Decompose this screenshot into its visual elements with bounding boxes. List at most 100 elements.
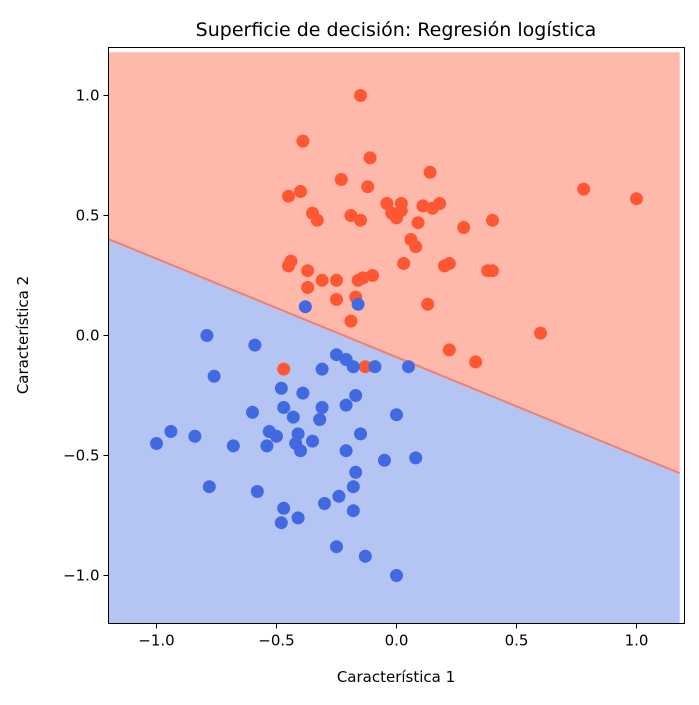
point-class-1: [423, 165, 437, 179]
point-class-0: [202, 480, 216, 494]
region-class-1: [108, 52, 680, 474]
point-class-0: [277, 501, 291, 515]
point-class-1: [296, 134, 310, 148]
point-class-0: [354, 427, 367, 441]
region-class-0: [108, 239, 680, 624]
point-class-0: [349, 389, 363, 402]
point-class-1: [411, 216, 425, 230]
point-class-1: [301, 281, 315, 294]
point-class-1: [282, 259, 295, 273]
y-tick-label: 0.0: [76, 327, 100, 345]
decision-boundary-line: [108, 238, 681, 475]
point-class-1: [334, 173, 348, 186]
point-class-0: [270, 429, 283, 443]
x-tick-label: 1.0: [625, 632, 649, 650]
point-class-1: [409, 240, 423, 254]
point-class-1: [380, 197, 394, 210]
point-class-1: [363, 151, 377, 165]
point-class-0: [358, 549, 372, 563]
y-tick-label: −0.5: [63, 447, 99, 465]
point-class-1: [361, 180, 375, 194]
point-class-0: [349, 465, 363, 479]
point-class-0: [250, 485, 264, 498]
point-class-1: [534, 326, 547, 340]
point-class-1: [344, 314, 358, 328]
point-class-1: [421, 297, 435, 311]
point-class-0: [339, 398, 353, 412]
point-class-0: [200, 329, 214, 342]
point-class-0: [346, 504, 360, 518]
point-class-0: [286, 410, 300, 424]
point-class-0: [306, 434, 319, 448]
point-class-0: [368, 360, 382, 374]
point-class-0: [402, 360, 415, 374]
point-class-0: [351, 297, 365, 311]
point-class-0: [330, 540, 343, 554]
x-axis: −1.0 −0.5 0.0 0.5 1.0: [138, 623, 649, 650]
point-class-1: [351, 273, 365, 287]
point-class-1: [630, 192, 643, 206]
point-class-1: [330, 273, 343, 287]
point-class-0: [298, 300, 312, 314]
point-class-0: [226, 439, 240, 453]
point-class-1: [354, 213, 367, 227]
point-class-0: [150, 437, 163, 450]
point-class-0: [378, 453, 391, 467]
point-class-0: [246, 405, 259, 419]
point-class-0: [248, 338, 262, 352]
point-class-0: [315, 362, 329, 376]
point-class-0: [409, 451, 423, 465]
point-class-1: [426, 201, 439, 215]
y-tick-label: −1.0: [63, 567, 99, 585]
point-class-0: [207, 369, 221, 383]
point-class-0: [164, 425, 178, 438]
point-class-1: [354, 89, 367, 102]
point-class-1: [344, 209, 358, 222]
point-class-1: [577, 182, 591, 196]
point-class-1: [358, 360, 372, 374]
point-class-0: [346, 360, 360, 374]
point-class-1: [469, 355, 483, 369]
x-tick-label: 0.0: [385, 632, 409, 650]
point-class-0: [339, 444, 353, 458]
point-class-1: [442, 343, 456, 357]
point-class-0: [330, 348, 343, 362]
point-class-1: [294, 185, 307, 198]
point-class-1: [277, 362, 291, 376]
point-class-1: [301, 264, 315, 278]
point-class-1: [310, 213, 324, 227]
x-axis-label: Característica 1: [337, 668, 455, 686]
point-class-1: [282, 189, 295, 203]
y-tick-label: 0.5: [76, 207, 100, 225]
point-class-0: [346, 480, 360, 494]
point-class-0: [274, 516, 288, 530]
point-class-1: [397, 257, 411, 270]
decision-regions: [108, 52, 681, 624]
point-class-0: [274, 381, 288, 395]
point-class-1: [390, 211, 403, 225]
point-class-1: [486, 264, 499, 278]
point-class-1: [330, 293, 343, 306]
chart-title: Superficie de decisión: Regresión logíst…: [196, 19, 597, 41]
point-class-1: [457, 221, 471, 234]
point-class-0: [390, 408, 403, 422]
point-class-0: [294, 444, 307, 458]
y-axis-label: Característica 2: [14, 276, 32, 394]
point-class-1: [486, 213, 499, 227]
y-tick-label: 1.0: [76, 87, 100, 105]
x-tick-label: −0.5: [258, 632, 294, 650]
point-class-0: [313, 413, 327, 426]
point-class-1: [442, 257, 456, 270]
point-class-0: [390, 569, 403, 582]
point-class-0: [277, 401, 291, 414]
point-class-1: [315, 273, 329, 287]
point-class-0: [296, 386, 310, 400]
data-points: [150, 89, 643, 582]
y-axis: −1.0 −0.5 0.0 0.5 1.0: [63, 87, 109, 585]
point-class-0: [188, 429, 202, 443]
point-class-0: [260, 439, 274, 453]
point-class-0: [332, 489, 346, 503]
point-class-0: [318, 497, 331, 510]
point-class-0: [315, 401, 329, 414]
